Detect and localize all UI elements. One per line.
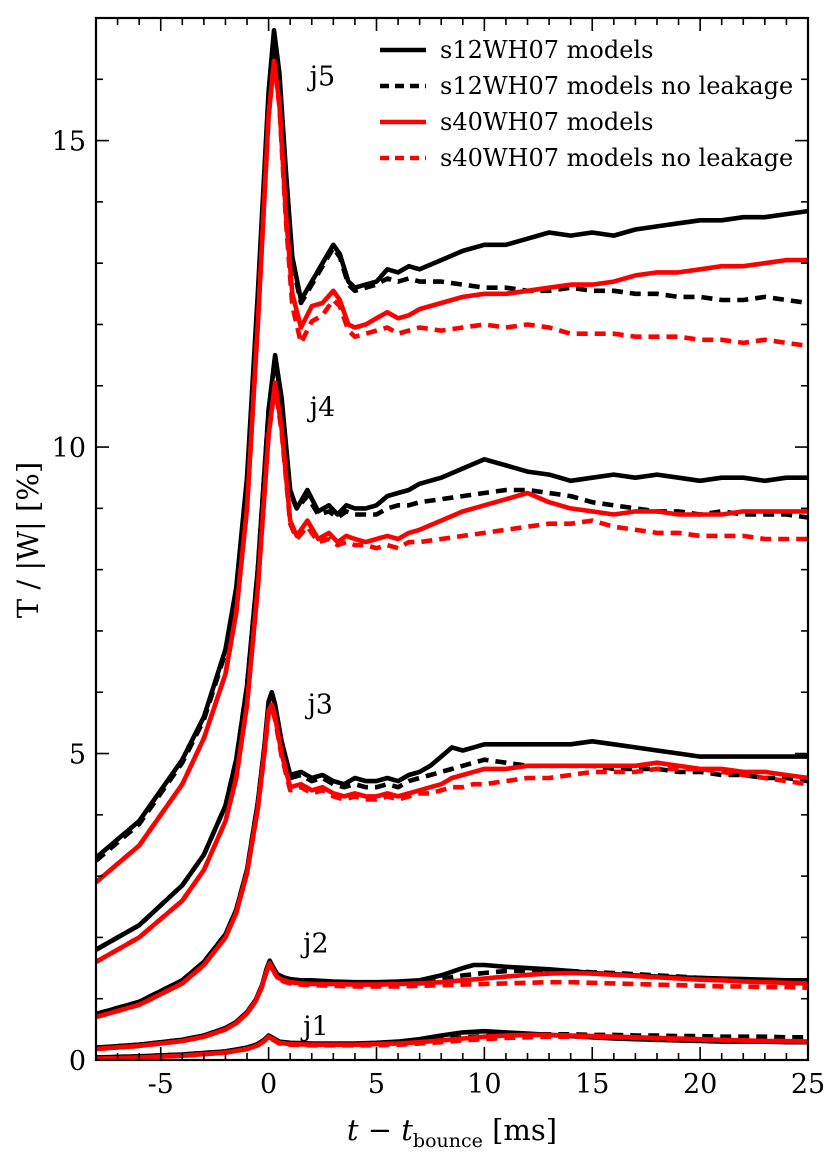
series-line-j4-s12wh07-models bbox=[96, 352, 808, 952]
x-tick-label: 15 bbox=[575, 1069, 609, 1100]
x-axis-label-unit: [ms] bbox=[483, 1113, 557, 1147]
x-axis-label: t − tbounce [ms] bbox=[347, 1113, 557, 1152]
legend-label: s12WH07 models no leakage bbox=[440, 72, 793, 100]
series-line-j3-s40wh07-models-no-leakage bbox=[96, 705, 808, 1020]
x-axis-label-subscript: bounce bbox=[413, 1130, 483, 1152]
x-tick-label: 25 bbox=[791, 1069, 825, 1100]
legend-label: s12WH07 models bbox=[440, 36, 653, 64]
series-line-j1-s40wh07-models-no-leakage bbox=[96, 1034, 808, 1060]
series-layer bbox=[96, 28, 808, 1060]
x-tick-label: 20 bbox=[683, 1069, 717, 1100]
curve-label-j2: j2 bbox=[300, 929, 329, 960]
x-tick-label: 5 bbox=[368, 1069, 385, 1100]
y-tick-label: 15 bbox=[52, 127, 86, 158]
series-line-j4-s12wh07-models-no-leakage bbox=[96, 355, 808, 952]
y-axis-label: T / |W| [%] bbox=[11, 462, 45, 618]
tick-marks bbox=[95, 17, 809, 1061]
x-tick-label: -5 bbox=[148, 1069, 174, 1100]
plot-frame bbox=[94, 16, 810, 1062]
y-tick-label: 0 bbox=[69, 1046, 86, 1077]
series-line-j2-s40wh07-models-no-leakage bbox=[96, 961, 808, 1052]
curve-labels: j5 j4 j3 j2 j1 bbox=[300, 61, 335, 1042]
curve-label-j3: j3 bbox=[304, 690, 333, 721]
legend-label: s40WH07 models no leakage bbox=[440, 144, 793, 172]
x-axis-label-main: t − t bbox=[347, 1113, 413, 1147]
legend: s12WH07 models s12WH07 models no leakage s… bbox=[380, 36, 793, 172]
curve-label-j1: j1 bbox=[300, 1011, 329, 1042]
legend-label: s40WH07 models bbox=[440, 108, 653, 136]
series-line-j4-s40wh07-models bbox=[96, 380, 808, 964]
series-line-j5-s40wh07-models-no-leakage bbox=[96, 58, 808, 884]
y-tick-label: 5 bbox=[69, 740, 86, 771]
x-tick-label: 10 bbox=[467, 1069, 501, 1100]
x-tick-label: 0 bbox=[260, 1069, 277, 1100]
series-line-j4-s40wh07-models-no-leakage bbox=[96, 383, 808, 964]
curve-label-j5: j5 bbox=[307, 61, 336, 92]
tick-labels: -5 0 5 10 15 20 25 0 5 10 15 bbox=[52, 127, 826, 1100]
y-tick-label: 10 bbox=[52, 433, 86, 464]
curve-label-j4: j4 bbox=[307, 392, 336, 423]
